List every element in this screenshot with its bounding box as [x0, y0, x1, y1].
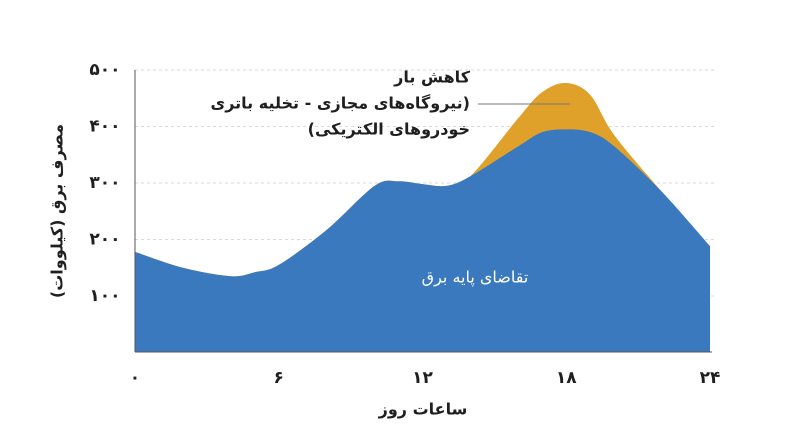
y-tick-label: ۵۰۰ [89, 60, 120, 80]
x-tick-label: ۱۲ [412, 368, 433, 388]
y-tick-label: ۳۰۰ [89, 173, 120, 193]
y-tick-label: ۱۰۰ [89, 286, 120, 306]
x-axis-label: ساعات روز [378, 400, 468, 419]
plot-area [135, 82, 710, 353]
annotation-title: کاهش بار [393, 68, 471, 87]
annotation: خودروهای الکتریکی) [308, 120, 470, 139]
x-tick-label: ۲۴ [700, 368, 721, 388]
series-label: تقاضای پایه برق [422, 268, 529, 288]
x-tick-label: ۶ [274, 368, 284, 388]
x-tick-label: ۱۸ [556, 368, 577, 388]
area [135, 129, 710, 353]
y-tick-label: ۲۰۰ [89, 230, 120, 250]
y-tick-label: ۴۰۰ [89, 117, 120, 137]
y-axis-label: مصرف برق (کیلووات) [48, 124, 67, 298]
x-tick-label: ۰ [130, 368, 140, 388]
annotation: (نیروگاه‌های مجازی - تخلیه باتری [211, 94, 470, 113]
